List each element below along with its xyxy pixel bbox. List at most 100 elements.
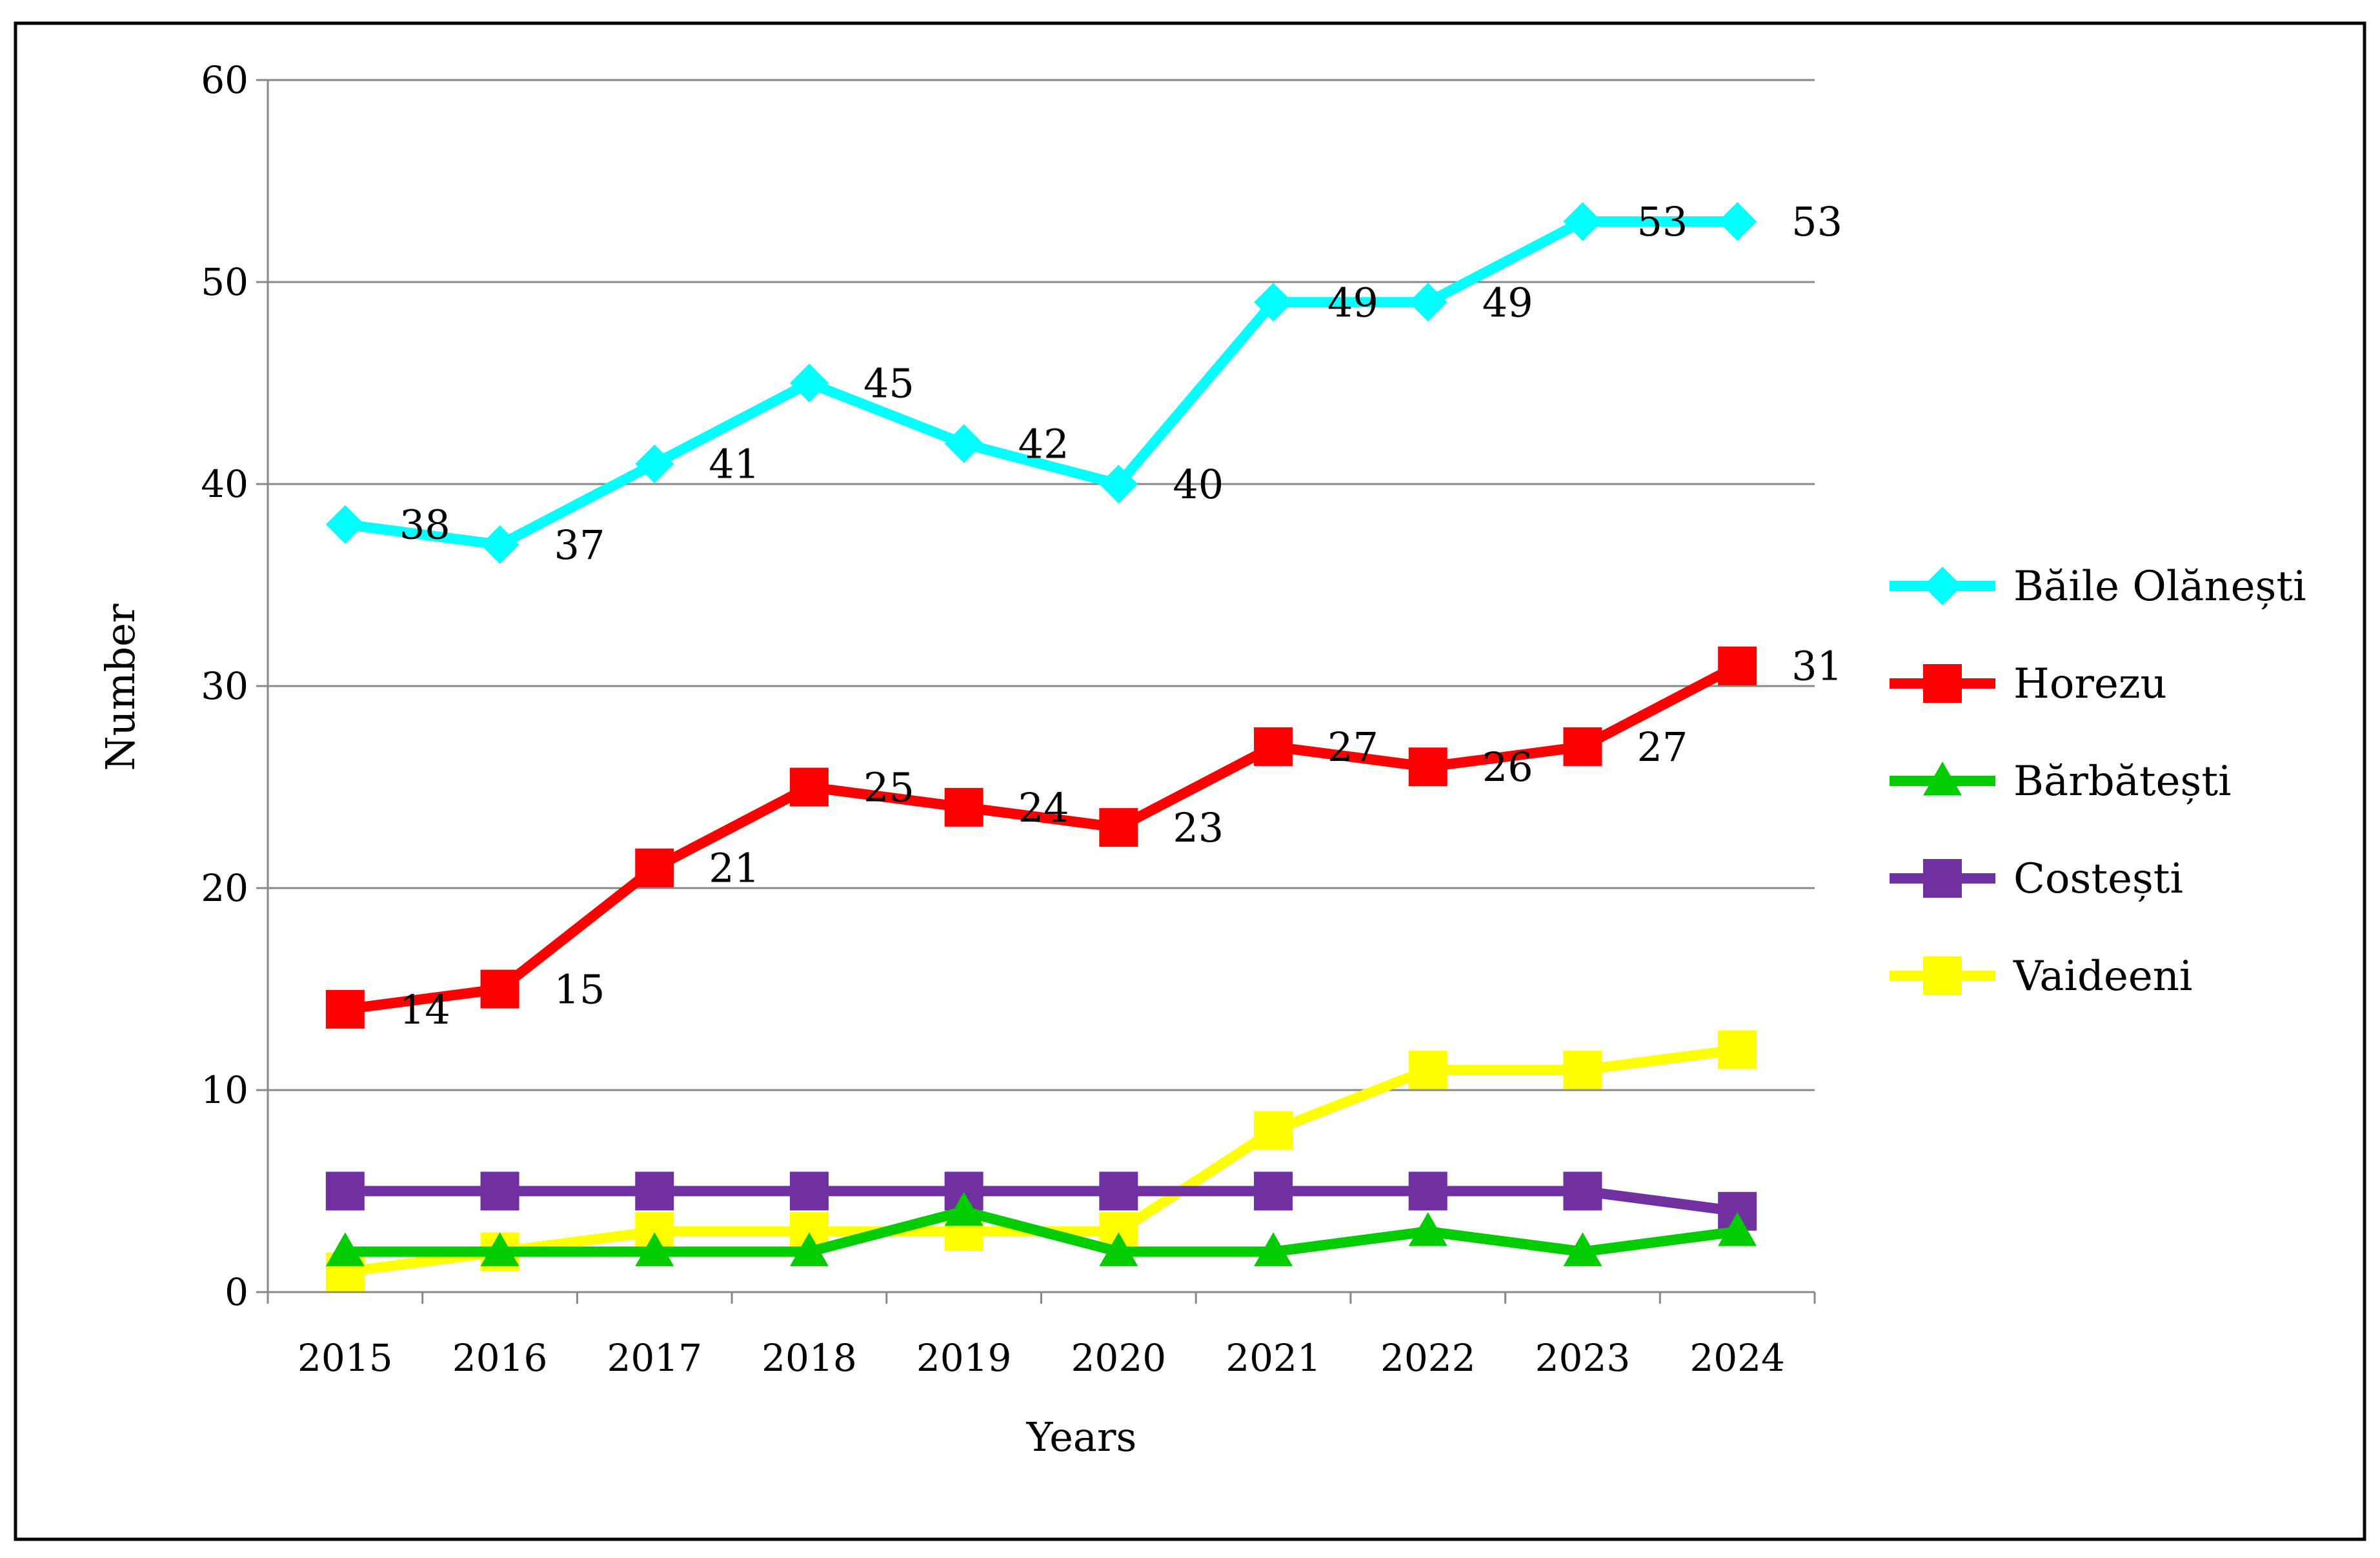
point-vaideeni-2022 (1408, 1050, 1447, 1089)
point-baile-olanesti-2016 (480, 525, 519, 564)
point-baile-olanesti-2024 (1718, 202, 1757, 241)
series-line-horezu (344, 661, 1740, 1015)
series-barbatesti (325, 1191, 1757, 1266)
point-barbatesti-2024 (1718, 1212, 1757, 1246)
data-label-baile-olanesti-2022: 49 (1482, 279, 1533, 326)
point-vaideeni-2021 (1254, 1111, 1293, 1150)
y-tick-label-0: 0 (225, 1270, 248, 1314)
data-label-baile-olanesti-2020: 40 (1173, 461, 1224, 508)
data-label-horezu-2017: 21 (709, 845, 760, 892)
point-barbatesti-2021 (1254, 1232, 1293, 1266)
x-tick-label-2015: 2015 (298, 1336, 393, 1380)
x-tick-label-2024: 2024 (1689, 1336, 1785, 1380)
x-axis-title: Years (1026, 1413, 1137, 1461)
legend-marker-costesti (1923, 859, 1962, 898)
legend-item-horezu: Horezu (1890, 660, 2167, 708)
series-costesti (325, 1171, 1757, 1231)
point-barbatesti-2020 (1099, 1232, 1138, 1266)
legend-label-vaideeni: Vaideeni (2013, 953, 2192, 1000)
point-baile-olanesti-2023 (1563, 202, 1602, 241)
x-tick-label-2023: 2023 (1535, 1336, 1631, 1380)
point-costesti-2021 (1254, 1171, 1293, 1211)
x-tick-label-2020: 2020 (1071, 1336, 1167, 1380)
legend-item-vaideeni: Vaideeni (1890, 953, 2192, 1000)
y-tick-label-10: 10 (201, 1068, 248, 1112)
point-barbatesti-2019 (944, 1191, 983, 1226)
data-label-baile-olanesti-2016: 37 (554, 521, 605, 569)
data-label-baile-olanesti-2017: 41 (709, 441, 760, 488)
point-costesti-2022 (1408, 1171, 1447, 1211)
x-tick-label-2017: 2017 (607, 1336, 702, 1380)
point-costesti-2017 (635, 1171, 674, 1211)
point-horezu-2024 (1718, 646, 1757, 685)
data-label-baile-olanesti-2021: 49 (1327, 279, 1378, 326)
point-baile-olanesti-2015 (325, 505, 365, 544)
y-tick-label-20: 20 (201, 866, 248, 910)
point-baile-olanesti-2020 (1099, 465, 1138, 503)
y-tick-label-50: 50 (201, 260, 248, 304)
point-horezu-2016 (480, 969, 519, 1009)
legend-label-horezu: Horezu (2013, 660, 2167, 708)
data-label-horezu-2018: 25 (863, 764, 914, 811)
data-label-horezu-2022: 26 (1482, 744, 1533, 791)
legend-label-baile-olanesti: Băile Olănești (2013, 563, 2306, 611)
x-tick-label-2016: 2016 (452, 1336, 548, 1380)
point-costesti-2020 (1099, 1171, 1138, 1211)
point-barbatesti-2015 (325, 1232, 365, 1266)
data-label-baile-olanesti-2015: 38 (399, 501, 450, 549)
data-label-baile-olanesti-2018: 45 (863, 360, 914, 407)
legend-marker-vaideeni (1923, 956, 1962, 995)
outer-frame (14, 21, 2366, 1541)
point-horezu-2015 (325, 989, 365, 1029)
series-horezu (325, 646, 1757, 1029)
point-horezu-2022 (1408, 747, 1447, 787)
data-label-horezu-2023: 27 (1637, 723, 1688, 771)
x-tick-label-2018: 2018 (761, 1336, 857, 1380)
legend-marker-barbatesti (1923, 762, 1962, 796)
point-horezu-2020 (1099, 808, 1138, 847)
data-label-baile-olanesti-2024: 53 (1791, 198, 1842, 245)
point-horezu-2023 (1563, 727, 1602, 766)
data-label-horezu-2024: 31 (1791, 643, 1842, 690)
y-tick-label-40: 40 (201, 462, 248, 506)
point-horezu-2017 (635, 848, 674, 887)
legend-label-barbatesti: Bărbătești (2013, 758, 2232, 805)
series-line-costesti (345, 1186, 1739, 1217)
point-horezu-2021 (1254, 727, 1293, 766)
legend-item-barbatesti: Bărbătești (1890, 758, 2232, 805)
series-baile-olanesti (325, 202, 1757, 564)
point-costesti-2016 (480, 1171, 519, 1211)
legend-label-costesti: Costești (2013, 855, 2183, 903)
data-label-horezu-2019: 24 (1018, 784, 1069, 831)
legend-item-baile-olanesti: Băile Olănești (1890, 563, 2306, 611)
legend-item-costesti: Costești (1890, 855, 2183, 903)
data-label-horezu-2015: 14 (399, 986, 450, 1033)
point-baile-olanesti-2021 (1254, 283, 1293, 322)
point-horezu-2018 (789, 767, 829, 807)
point-vaideeni-2023 (1563, 1050, 1602, 1089)
y-tick-label-30: 30 (201, 664, 248, 708)
point-barbatesti-2023 (1563, 1232, 1602, 1266)
y-tick-label-60: 60 (201, 58, 248, 102)
point-baile-olanesti-2017 (635, 444, 674, 483)
point-barbatesti-2017 (635, 1232, 674, 1266)
legend-marker-horezu (1923, 664, 1962, 703)
point-barbatesti-2018 (789, 1232, 829, 1266)
point-horezu-2019 (944, 787, 983, 827)
point-baile-olanesti-2022 (1408, 283, 1447, 322)
legend-marker-baile-olanesti (1923, 567, 1962, 605)
point-barbatesti-2016 (480, 1232, 519, 1266)
x-tick-label-2021: 2021 (1225, 1336, 1321, 1380)
point-costesti-2023 (1563, 1171, 1602, 1211)
point-baile-olanesti-2018 (789, 363, 829, 403)
x-tick-label-2019: 2019 (916, 1336, 1012, 1380)
data-label-horezu-2016: 15 (554, 966, 605, 1013)
point-costesti-2015 (325, 1171, 365, 1211)
series-line-barbatesti (345, 1206, 1739, 1257)
data-label-baile-olanesti-2023: 53 (1637, 198, 1688, 245)
data-label-baile-olanesti-2019: 42 (1018, 420, 1069, 467)
y-axis-title: Number (97, 603, 144, 771)
data-label-horezu-2021: 27 (1327, 723, 1378, 771)
point-barbatesti-2022 (1408, 1212, 1447, 1246)
